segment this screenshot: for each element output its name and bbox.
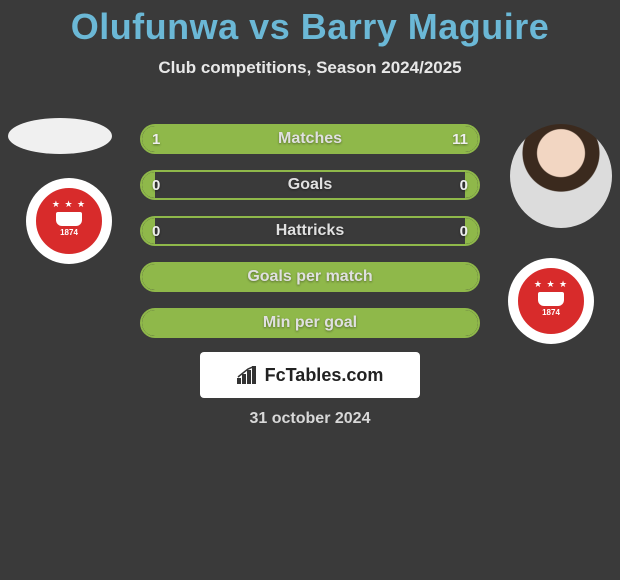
stat-value-left: 0 <box>152 172 160 198</box>
brand-badge: FcTables.com <box>200 352 420 398</box>
stat-label: Min per goal <box>142 310 478 336</box>
player2-club-crest: ★ ★ ★ 1874 <box>508 258 594 344</box>
stat-label: Goals per match <box>142 264 478 290</box>
stat-row: Goals per match <box>140 262 480 292</box>
crest-year: 1874 <box>60 228 78 237</box>
stat-row: Hattricks0 0 <box>140 216 480 246</box>
crest-ship-icon <box>56 212 82 226</box>
stat-value-right: 0 <box>460 218 468 244</box>
brand-text: FcTables.com <box>265 365 384 386</box>
player1-club-crest: ★ ★ ★ 1874 <box>26 178 112 264</box>
stat-label: Hattricks <box>142 218 478 244</box>
player2-avatar <box>510 124 612 228</box>
stat-row: Matches111 <box>140 124 480 154</box>
crest-year: 1874 <box>542 308 560 317</box>
stat-label: Goals <box>142 172 478 198</box>
stat-value-right: 0 <box>460 172 468 198</box>
stats-container: Matches111Goals00Hattricks00Goals per ma… <box>140 124 480 354</box>
date-text: 31 october 2024 <box>0 410 620 428</box>
stat-row: Min per goal <box>140 308 480 338</box>
page-title: Olufunwa vs Barry Maguire <box>0 0 620 48</box>
bar-chart-icon <box>237 366 259 384</box>
stat-value-left: 0 <box>152 218 160 244</box>
stat-label: Matches <box>142 126 478 152</box>
stat-value-left: 1 <box>152 126 160 152</box>
subtitle: Club competitions, Season 2024/2025 <box>0 58 620 78</box>
stat-value-right: 11 <box>452 126 468 152</box>
crest-ship-icon <box>538 292 564 306</box>
crest-stars-icon: ★ ★ ★ <box>534 279 568 290</box>
stat-row: Goals0 0 <box>140 170 480 200</box>
player1-avatar <box>8 118 112 154</box>
crest-stars-icon: ★ ★ ★ <box>52 199 86 210</box>
